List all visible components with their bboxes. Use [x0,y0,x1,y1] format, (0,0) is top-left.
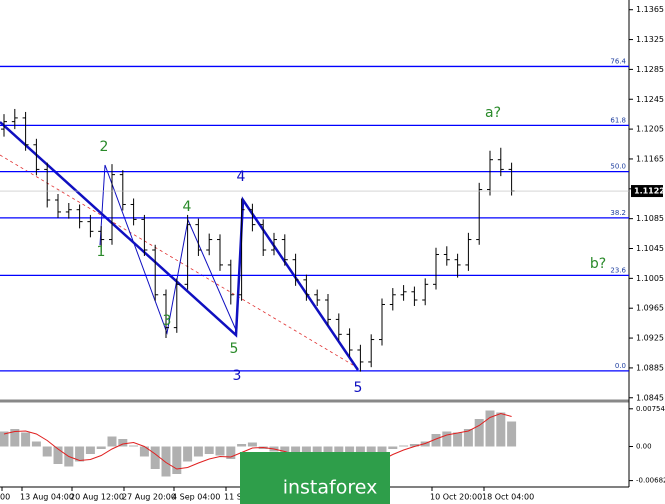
macd-bar [161,446,171,477]
current-price-label: 1.1122 [634,187,665,196]
macd-bar [150,446,160,469]
macd-bar [237,444,247,447]
x-tick-label: 4 Sep 04:00 [172,493,220,502]
macd-bar [129,445,139,447]
wave-label: b? [590,256,606,272]
macd-bar [377,446,387,454]
wave-label: 5 [230,341,239,357]
y-tick-label: 1.1085 [636,214,664,223]
macd-bar [0,431,9,447]
fib-label: 0.0 [615,362,626,370]
wave-label: 1 [97,244,106,260]
macd-bar [496,412,506,447]
y-tick-label: 1.1205 [636,125,664,134]
macd-bar [485,410,495,447]
wave-label: 2 [100,139,109,155]
macd-bar [96,446,106,449]
macd-bar [431,434,441,447]
fib-label: 23.6 [610,266,626,274]
fib-label: 76.4 [610,57,626,65]
wave-label: 4 [183,199,192,215]
fib-label: 61.8 [610,116,626,124]
macd-bar [193,446,203,457]
wave-line [0,121,360,371]
x-tick-label: 13 Aug 04:00 [20,493,74,502]
macd-bar [204,446,214,454]
y-tick-label: 1.1165 [636,154,664,163]
macd-bar [442,431,452,447]
macd-bar [42,446,52,457]
macd-bar [399,445,409,447]
wave-lines [0,121,360,371]
macd-bar [388,446,398,449]
y-tick-label: 1.1325 [636,35,664,44]
y-tick-label: 1.1045 [636,244,664,253]
y-tick-label: 1.1365 [636,5,664,14]
watermark-box [240,452,390,504]
wave-label: a? [485,105,501,121]
watermark: instaforex [283,477,378,499]
fib-label: 50.0 [610,163,626,171]
x-tick-label: 20 Aug 12:00 [70,493,124,502]
wave-label: 4 [237,169,246,185]
wave-line [99,164,237,335]
macd-bar [226,446,236,459]
y-tick-label: 1.0845 [636,393,664,402]
macd-tick-label: -0.00682 [636,477,665,485]
wave-label: 3 [233,368,242,384]
y-tick-label: 1.0885 [636,363,664,372]
macd-signal [3,412,512,470]
y-tick-label: 1.1245 [636,95,664,104]
macd-bar [280,446,290,454]
macd-tick-label: 0.00754 [636,405,665,413]
macd-bar [107,436,117,447]
macd-bar [215,446,225,456]
macd-bar [75,446,85,462]
macd-bar [172,446,182,474]
y-tick-label: 1.0965 [636,304,664,313]
y-tick-label: 1.1005 [636,274,664,283]
macd-bar [53,446,63,464]
y-tick-label: 1.0925 [636,334,664,343]
y-tick-label: 1.1285 [636,65,664,74]
current-price-box [631,185,663,198]
macd-bar [453,432,463,447]
macd-bar [85,446,95,454]
x-tick-label: 10 Oct 20:00 [430,493,482,502]
macd-bar [507,421,517,447]
fib-label: 38.2 [610,209,626,217]
macd-bar [247,442,257,447]
macd-bar [21,432,31,447]
macd-bar [10,429,20,447]
macd-tick-label: 0.00 [636,443,652,451]
macd-bar [31,441,41,447]
macd-bar [139,446,149,457]
macd-bar [118,439,128,447]
x-tick-label: 11 Se [224,493,247,502]
macd-bar [463,429,473,447]
macd-bar [183,446,193,462]
x-tick-label: 27 Aug 20:00 [122,493,176,502]
macd-bar [409,444,419,447]
wave-label: 3 [163,313,172,329]
wave-label: 5 [354,380,363,396]
macd-bar [474,419,484,447]
x-tick-label: 00 [0,493,10,502]
x-tick-label: 18 Oct 04:00 [482,493,534,502]
